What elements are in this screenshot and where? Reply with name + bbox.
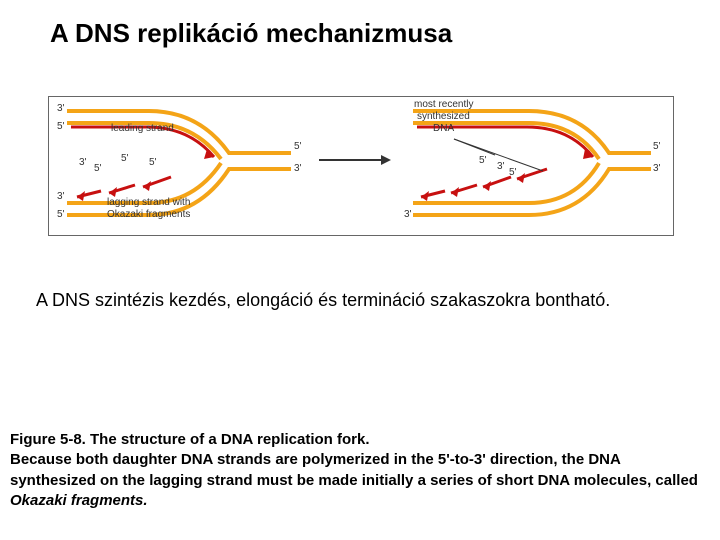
lbl-fa: 3' xyxy=(79,157,86,168)
lbl-mr2: synthesized xyxy=(417,111,470,122)
lbl-r-3b: 3' xyxy=(404,209,411,220)
lbl-fc: 5' xyxy=(121,153,128,164)
caption-line2: Because both daughter DNA strands are po… xyxy=(10,451,698,488)
lbl-l-3b: 3' xyxy=(57,191,64,202)
lbl-lagging1: lagging strand with xyxy=(107,197,190,208)
lbl-fb: 5' xyxy=(94,163,101,174)
figure-caption: Figure 5-8. The structure of a DNA repli… xyxy=(10,430,710,511)
caption-italic: Okazaki fragments. xyxy=(10,492,148,509)
lbl-l-r3: 3' xyxy=(294,163,301,174)
progress-arrow-shaft xyxy=(319,159,381,161)
progress-arrow-head xyxy=(381,155,391,165)
lbl-leading: leading strand xyxy=(111,123,174,134)
lbl-lagging2: Okazaki fragments xyxy=(107,209,190,220)
lbl-fd: 5' xyxy=(149,157,156,168)
lbl-r-m3a: 3' xyxy=(497,161,504,172)
lbl-l-5a: 5' xyxy=(57,121,64,132)
lbl-l-r5: 5' xyxy=(294,141,301,152)
lbl-r-m5b: 5' xyxy=(509,167,516,178)
slide-page: A DNS replikáció mechanizmusa 3' 5' lead… xyxy=(0,0,720,540)
lbl-l-5b: 5' xyxy=(57,209,64,220)
subtitle-text: A DNS szintézis kezdés, elongáció és ter… xyxy=(36,290,610,311)
page-title: A DNS replikáció mechanizmusa xyxy=(50,18,452,49)
caption-line1: Figure 5-8. The structure of a DNA repli… xyxy=(10,431,370,448)
replication-diagram: 3' 5' leading strand 3' 5' lagging stran… xyxy=(48,96,674,236)
lbl-r-r5: 5' xyxy=(653,141,660,152)
lbl-mr1: most recently xyxy=(414,99,473,110)
lbl-l-3a: 3' xyxy=(57,103,64,114)
lbl-r-r3: 3' xyxy=(653,163,660,174)
lbl-mr3: DNA xyxy=(433,123,454,134)
lbl-r-m5a: 5' xyxy=(479,155,486,166)
